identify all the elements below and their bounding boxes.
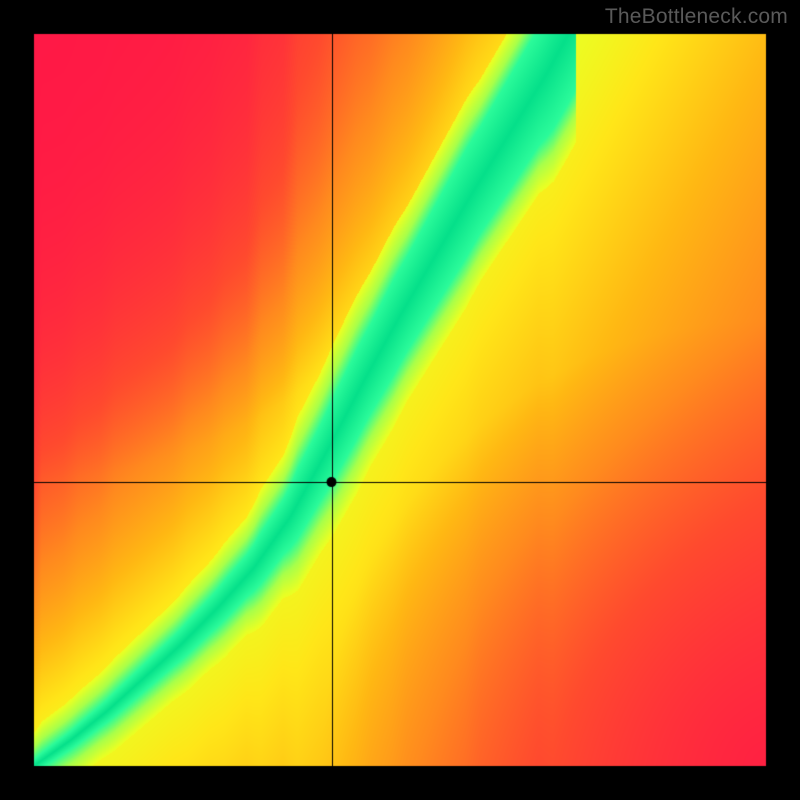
- chart-container: TheBottleneck.com: [0, 0, 800, 800]
- watermark-text: TheBottleneck.com: [605, 5, 788, 29]
- bottleneck-heatmap: [0, 0, 800, 800]
